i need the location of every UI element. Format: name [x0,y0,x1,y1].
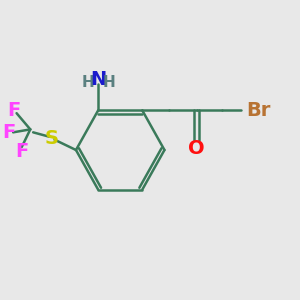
Text: N: N [90,70,106,89]
Text: H: H [82,75,94,90]
Text: F: F [15,142,28,161]
Text: O: O [188,139,205,158]
Text: F: F [7,101,20,120]
Text: S: S [45,129,59,148]
Text: Br: Br [247,101,271,120]
Text: F: F [2,123,16,142]
Text: H: H [103,75,115,90]
